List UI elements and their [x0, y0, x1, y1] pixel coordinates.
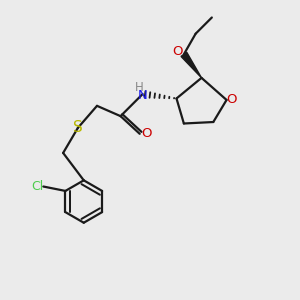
- Text: N: N: [138, 89, 148, 102]
- Polygon shape: [181, 52, 202, 78]
- Text: O: O: [226, 93, 237, 106]
- Text: S: S: [73, 120, 83, 135]
- Text: O: O: [172, 45, 183, 58]
- Text: H: H: [135, 81, 144, 94]
- Text: Cl: Cl: [31, 180, 44, 193]
- Text: O: O: [141, 127, 152, 140]
